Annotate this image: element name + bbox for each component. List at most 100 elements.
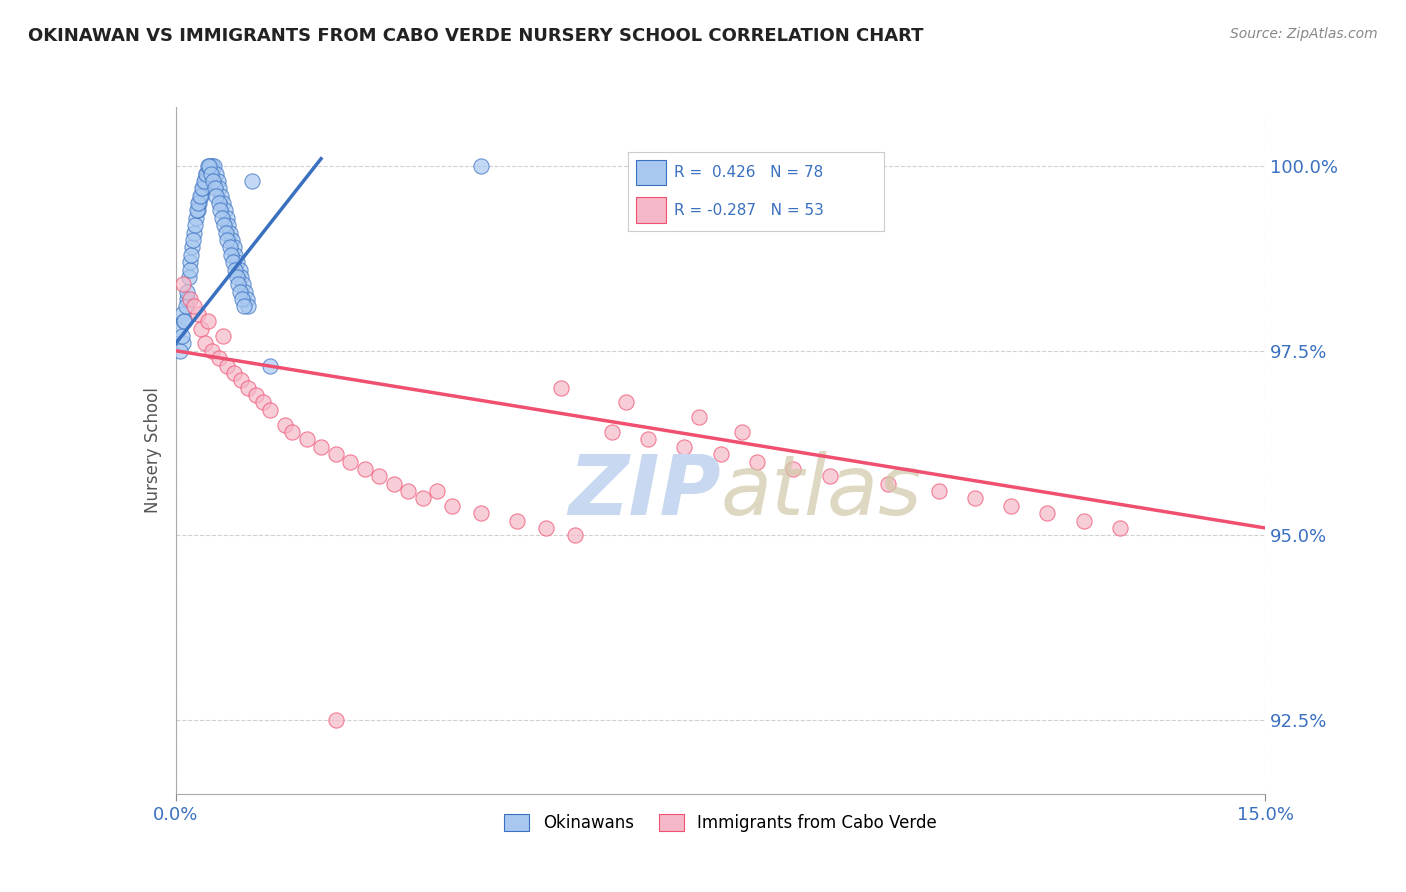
Point — [197, 159, 219, 173]
Point — [353, 462, 375, 476]
Point — [928, 484, 950, 499]
Point — [183, 226, 205, 240]
Point — [200, 167, 222, 181]
Point — [782, 462, 804, 476]
Point — [217, 218, 239, 232]
Bar — [636, 160, 666, 185]
Point — [228, 262, 250, 277]
Point — [506, 514, 529, 528]
Point — [226, 277, 249, 292]
Point — [600, 425, 623, 439]
Point — [222, 255, 245, 269]
Point — [211, 211, 233, 225]
Point — [207, 196, 229, 211]
Point — [172, 336, 194, 351]
Point — [176, 285, 198, 299]
Point — [215, 226, 238, 240]
Point — [382, 476, 405, 491]
Point — [176, 292, 198, 306]
Point — [204, 167, 226, 181]
Point — [179, 292, 201, 306]
Point — [201, 343, 224, 358]
Point — [218, 240, 240, 254]
Point — [169, 343, 191, 358]
Point — [231, 292, 253, 306]
Point — [238, 300, 260, 314]
Point — [1073, 514, 1095, 528]
Point — [225, 269, 247, 284]
Point — [339, 454, 361, 468]
Point — [209, 188, 232, 202]
Text: ZIP: ZIP — [568, 451, 721, 533]
Point — [731, 425, 754, 439]
Point — [232, 277, 254, 292]
Point — [470, 159, 492, 173]
Point — [710, 447, 733, 461]
Point — [201, 159, 224, 173]
Point — [197, 314, 219, 328]
Point — [202, 159, 225, 173]
Point — [222, 240, 245, 254]
Point — [224, 248, 246, 262]
Point — [550, 381, 572, 395]
Point — [240, 174, 263, 188]
Point — [673, 440, 696, 454]
Point — [1109, 521, 1132, 535]
Point — [179, 262, 201, 277]
Point — [195, 167, 218, 181]
Point — [229, 285, 252, 299]
Point — [184, 211, 207, 225]
Point — [190, 188, 212, 202]
Point — [876, 476, 898, 491]
Point — [186, 307, 209, 321]
Point — [177, 269, 200, 284]
Point — [426, 484, 449, 499]
Point — [190, 321, 212, 335]
Point — [173, 314, 195, 328]
Point — [180, 240, 202, 254]
Point — [259, 402, 281, 417]
Point — [637, 433, 659, 447]
Point — [233, 300, 256, 314]
Point — [238, 381, 260, 395]
Point — [274, 417, 297, 432]
Point — [180, 248, 202, 262]
Point — [215, 211, 238, 225]
Point — [214, 203, 236, 218]
Point — [818, 469, 841, 483]
Point — [205, 188, 228, 202]
Point — [179, 255, 201, 269]
Point — [186, 203, 208, 218]
Point — [208, 351, 231, 366]
Point — [309, 440, 332, 454]
Point — [231, 269, 253, 284]
Text: atlas: atlas — [721, 451, 922, 533]
Point — [204, 181, 226, 195]
Point — [215, 359, 238, 373]
Point — [224, 262, 246, 277]
Text: R =  0.426   N = 78: R = 0.426 N = 78 — [673, 165, 824, 179]
Point — [194, 174, 217, 188]
Point — [198, 159, 221, 173]
Point — [219, 226, 242, 240]
Point — [614, 395, 637, 409]
Point — [295, 433, 318, 447]
Point — [396, 484, 419, 499]
Point — [1036, 506, 1059, 520]
Point — [222, 366, 245, 380]
Point — [173, 314, 195, 328]
Point — [564, 528, 586, 542]
Point — [181, 233, 204, 247]
Point — [172, 277, 194, 292]
Point — [212, 196, 235, 211]
Text: Source: ZipAtlas.com: Source: ZipAtlas.com — [1230, 27, 1378, 41]
Point — [183, 300, 205, 314]
Point — [207, 174, 229, 188]
Point — [470, 506, 492, 520]
Point — [688, 410, 710, 425]
Point — [201, 174, 224, 188]
Point — [209, 203, 232, 218]
Point — [226, 255, 249, 269]
Point — [963, 491, 986, 506]
Point — [219, 248, 242, 262]
